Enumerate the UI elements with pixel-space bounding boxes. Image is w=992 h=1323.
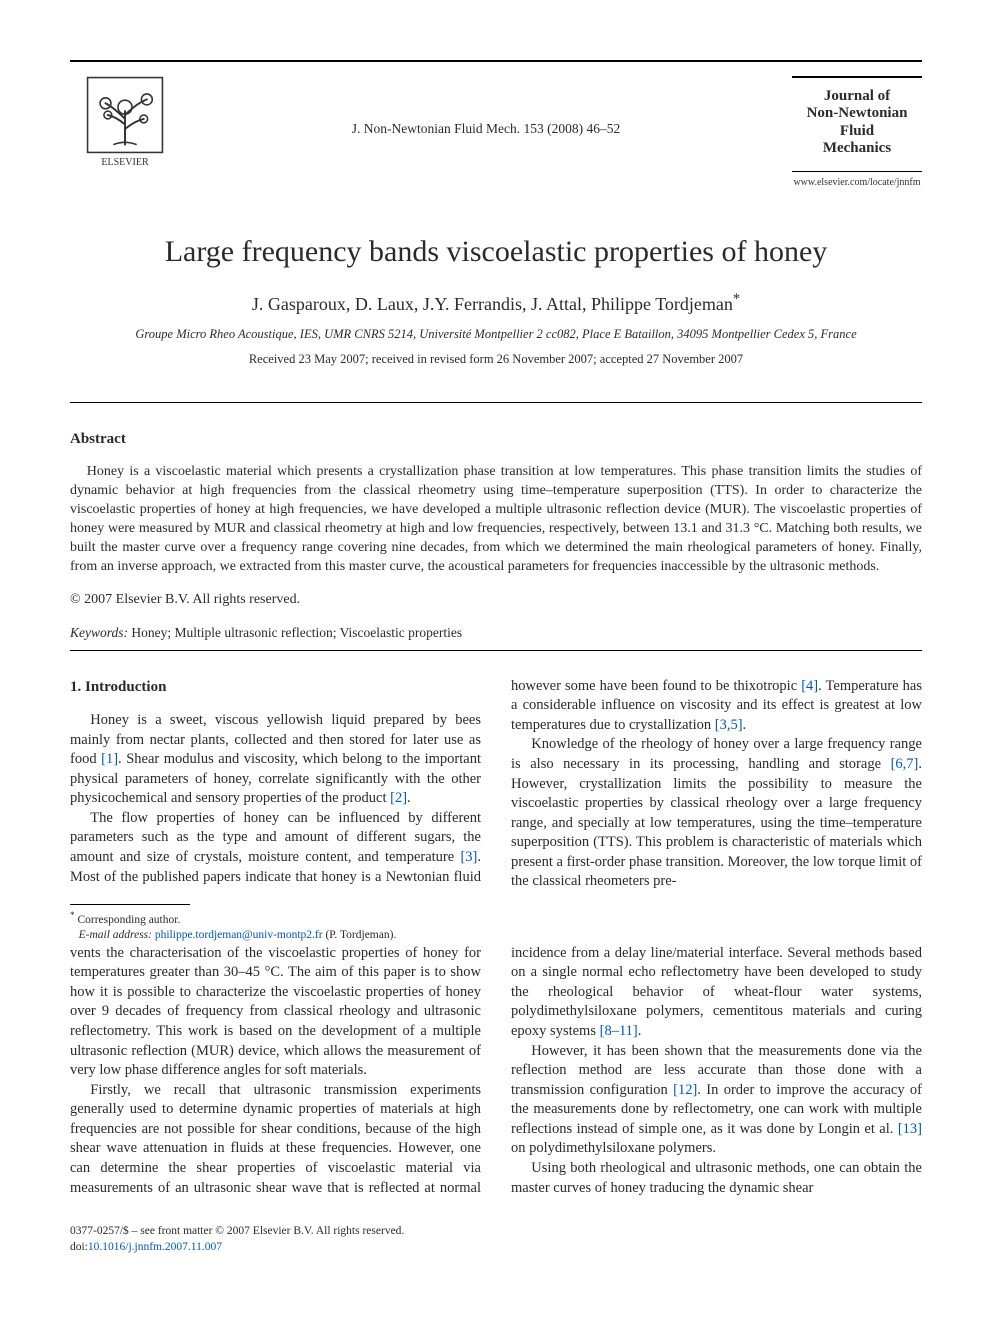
cite-6-7[interactable]: [6,7] <box>891 756 919 772</box>
header-row: ELSEVIER J. Non-Newtonian Fluid Mech. 15… <box>70 60 922 190</box>
article-title: Large frequency bands viscoelastic prope… <box>70 232 922 273</box>
doi-link[interactable]: 10.1016/j.jnnfm.2007.11.007 <box>88 1241 222 1253</box>
corresponding-email[interactable]: philippe.tordjeman@univ-montp2.fr <box>155 929 323 941</box>
abstract-heading: Abstract <box>70 429 922 449</box>
elsevier-tree-icon <box>86 76 164 154</box>
keywords-line: Keywords: Honey; Multiple ultrasonic ref… <box>70 624 922 642</box>
footnote-rule <box>70 904 190 905</box>
intro-para-3: Knowledge of the rheology of honey over … <box>511 735 922 892</box>
journal-citation-line: J. Non-Newtonian Fluid Mech. 153 (2008) … <box>180 76 792 138</box>
intro-para-4: vents the characterisation of the viscoe… <box>70 944 481 1081</box>
intro-para-7: Using both rheological and ultrasonic me… <box>511 1159 922 1198</box>
journal-title-block: Journal of Non-Newtonian Fluid Mechanics… <box>792 76 922 190</box>
corresponding-marker: * <box>733 291 740 307</box>
section-1-heading: 1. Introduction <box>70 677 481 697</box>
footnote-label: Corresponding author. <box>77 914 180 926</box>
elsevier-label: ELSEVIER <box>70 156 180 170</box>
email-name: (P. Tordjeman). <box>325 929 396 941</box>
front-matter-line: 0377-0257/$ – see front matter © 2007 El… <box>70 1224 922 1240</box>
cite-4[interactable]: [4] <box>801 678 818 694</box>
abstract-copyright: © 2007 Elsevier B.V. All rights reserved… <box>70 591 922 610</box>
authors-text: J. Gasparoux, D. Laux, J.Y. Ferrandis, J… <box>252 294 733 314</box>
cite-2[interactable]: [2] <box>390 790 407 806</box>
mid-rule <box>70 650 922 651</box>
doi-prefix: doi: <box>70 1241 88 1253</box>
cite-3-5[interactable]: [3,5] <box>715 717 743 733</box>
page-footer: 0377-0257/$ – see front matter © 2007 El… <box>70 1224 922 1255</box>
keywords-label: Keywords: <box>70 625 128 640</box>
top-rule <box>70 402 922 403</box>
cite-3[interactable]: [3] <box>460 849 477 865</box>
abstract-text: Honey is a viscoelastic material which p… <box>70 463 922 576</box>
email-label: E-mail address: <box>79 929 152 941</box>
cite-1[interactable]: [1] <box>101 751 118 767</box>
cite-8-11[interactable]: [8–11] <box>600 1023 638 1039</box>
journal-site: www.elsevier.com/locate/jnnfm <box>792 176 922 190</box>
journal-name: Journal of Non-Newtonian Fluid Mechanics <box>792 78 922 172</box>
intro-para-1: Honey is a sweet, viscous yellowish liqu… <box>70 711 481 809</box>
elsevier-logo-block: ELSEVIER <box>70 76 180 170</box>
cite-12[interactable]: [12] <box>673 1082 697 1098</box>
abstract-body: Honey is a viscoelastic material which p… <box>70 464 922 573</box>
cite-13[interactable]: [13] <box>898 1121 922 1137</box>
body-columns: 1. Introduction Honey is a sweet, viscou… <box>70 677 922 1198</box>
affiliation: Groupe Micro Rheo Acoustique, IES, UMR C… <box>70 326 922 343</box>
footnote-asterisk: * <box>70 910 75 920</box>
intro-para-6: However, it has been shown that the meas… <box>511 1042 922 1159</box>
footnote-block: * Corresponding author. E-mail address: … <box>70 892 922 944</box>
doi-line: doi:10.1016/j.jnnfm.2007.11.007 <box>70 1240 922 1256</box>
footnote-email-line: E-mail address: philippe.tordjeman@univ-… <box>70 928 922 944</box>
article-dates: Received 23 May 2007; received in revise… <box>70 351 922 368</box>
author-list: J. Gasparoux, D. Laux, J.Y. Ferrandis, J… <box>70 290 922 316</box>
keywords-text: Honey; Multiple ultrasonic reflection; V… <box>131 625 462 640</box>
footnote-corresponding: * Corresponding author. <box>70 909 922 928</box>
